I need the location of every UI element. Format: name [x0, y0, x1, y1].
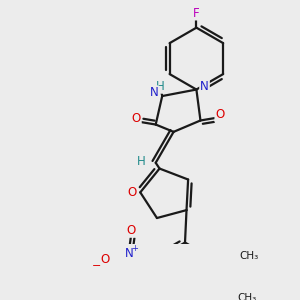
- Text: N: N: [150, 86, 158, 99]
- Text: O: O: [128, 186, 137, 199]
- Text: N: N: [125, 247, 134, 260]
- Text: O: O: [131, 112, 141, 125]
- Text: O: O: [215, 108, 225, 121]
- Text: F: F: [193, 7, 200, 20]
- Text: H: H: [137, 155, 146, 168]
- Text: O: O: [100, 253, 110, 266]
- Text: −: −: [92, 261, 101, 271]
- Text: H: H: [156, 80, 165, 93]
- Text: O: O: [126, 224, 136, 237]
- Text: CH₃: CH₃: [239, 250, 258, 261]
- Text: CH₃: CH₃: [238, 293, 257, 300]
- Text: +: +: [131, 244, 138, 253]
- Text: N: N: [200, 80, 209, 93]
